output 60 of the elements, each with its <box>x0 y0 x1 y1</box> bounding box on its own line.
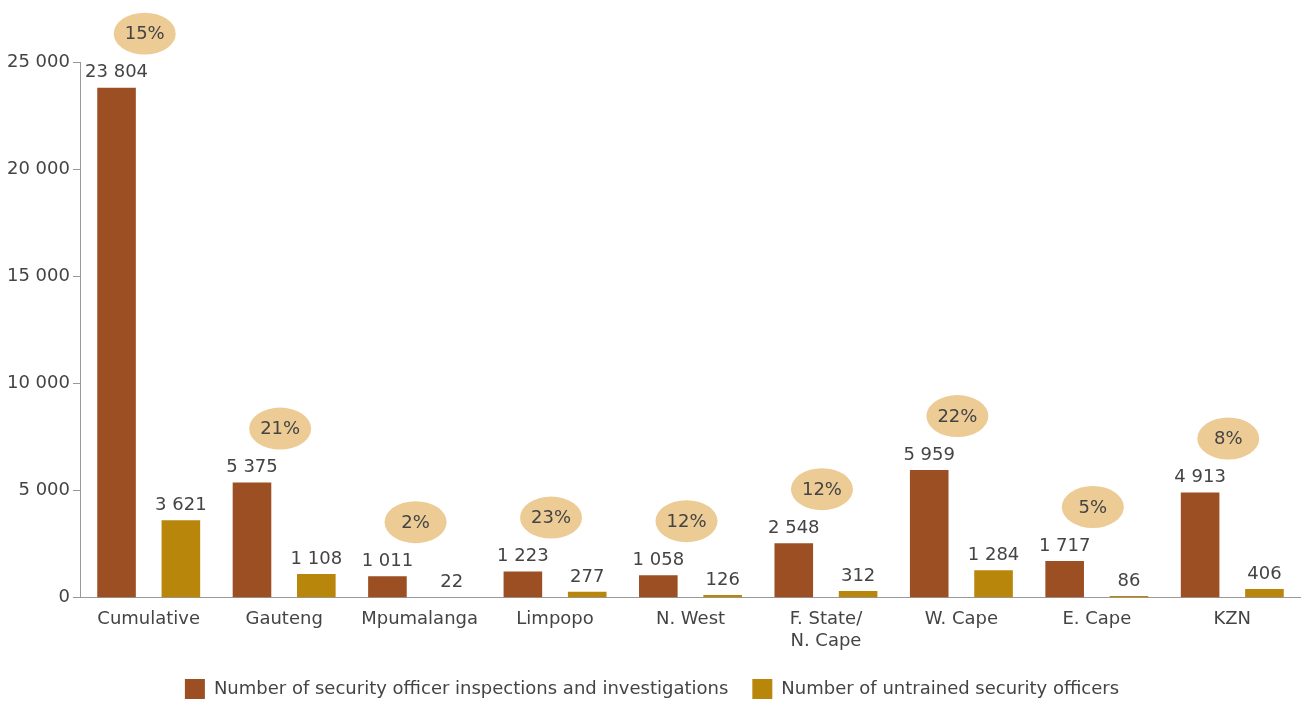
bar <box>297 574 336 598</box>
data-label: 1 011 <box>361 548 414 570</box>
y-tick-label: 25 000 <box>7 49 70 71</box>
bar <box>703 595 742 598</box>
x-tick-label: Mpumalanga <box>361 607 479 629</box>
data-label: 312 <box>840 563 876 585</box>
bar <box>161 520 201 598</box>
bar <box>838 591 878 598</box>
annotation: 12% <box>666 509 707 531</box>
annotation: 2% <box>401 510 430 532</box>
bar <box>1045 561 1084 598</box>
data-label: 1 284 <box>967 542 1020 564</box>
data-label: 23 804 <box>85 60 149 82</box>
annotation: 5% <box>1078 495 1108 517</box>
bar <box>232 482 272 598</box>
bar <box>567 591 607 598</box>
annotation: 21% <box>260 417 301 439</box>
data-label: 4 913 <box>1174 465 1226 487</box>
bar <box>97 87 136 598</box>
x-tick-label: Limpopo <box>516 607 594 629</box>
y-tick-label: 0 <box>58 585 70 607</box>
data-label: 22 <box>440 570 464 591</box>
bar <box>1245 589 1284 598</box>
x-tick-label: Gauteng <box>245 607 323 629</box>
data-label: 126 <box>705 567 740 589</box>
bar <box>774 543 814 598</box>
y-tick-label: 15 000 <box>7 263 70 285</box>
data-label: 5 375 <box>226 455 278 477</box>
bar <box>639 575 678 598</box>
data-label: 1 717 <box>1038 533 1091 555</box>
bar <box>909 470 949 598</box>
y-tick-label: 10 000 <box>7 371 70 393</box>
annotation: 22% <box>937 404 978 426</box>
annotation: 8% <box>1214 427 1243 449</box>
x-tick-label: N. West <box>655 607 726 629</box>
data-label: 2 548 <box>768 515 820 537</box>
data-label: 277 <box>570 564 605 586</box>
x-tick-label: F. State/ N. Cape <box>789 607 864 650</box>
bar <box>368 576 407 598</box>
data-label: 1 058 <box>632 547 685 569</box>
bar <box>1180 492 1220 598</box>
bar <box>974 570 1013 598</box>
annotation: 12% <box>801 477 842 499</box>
annotation: 23% <box>531 506 572 528</box>
data-label: 86 <box>1117 568 1141 590</box>
data-label: 1 108 <box>290 546 343 568</box>
data-label: 406 <box>1247 561 1282 583</box>
data-label: 1 223 <box>497 544 549 566</box>
x-tick-label: E. Cape <box>1062 607 1132 629</box>
text: 15% <box>124 22 165 44</box>
x-tick-label: W. Cape <box>924 607 999 629</box>
x-tick-label: Cumulative <box>97 607 201 629</box>
data-label: 5 959 <box>903 442 955 464</box>
legend-label: Number of security officer inspections and investigations <box>213 676 729 698</box>
legend-label: Number of untrained security officers <box>781 676 1120 698</box>
y-tick-label: 20 000 <box>7 156 70 178</box>
bar <box>503 571 543 598</box>
y-tick-label: 5 000 <box>18 478 70 500</box>
x-tick-label: KZN <box>1213 607 1252 629</box>
data-label: 3 621 <box>155 492 207 514</box>
